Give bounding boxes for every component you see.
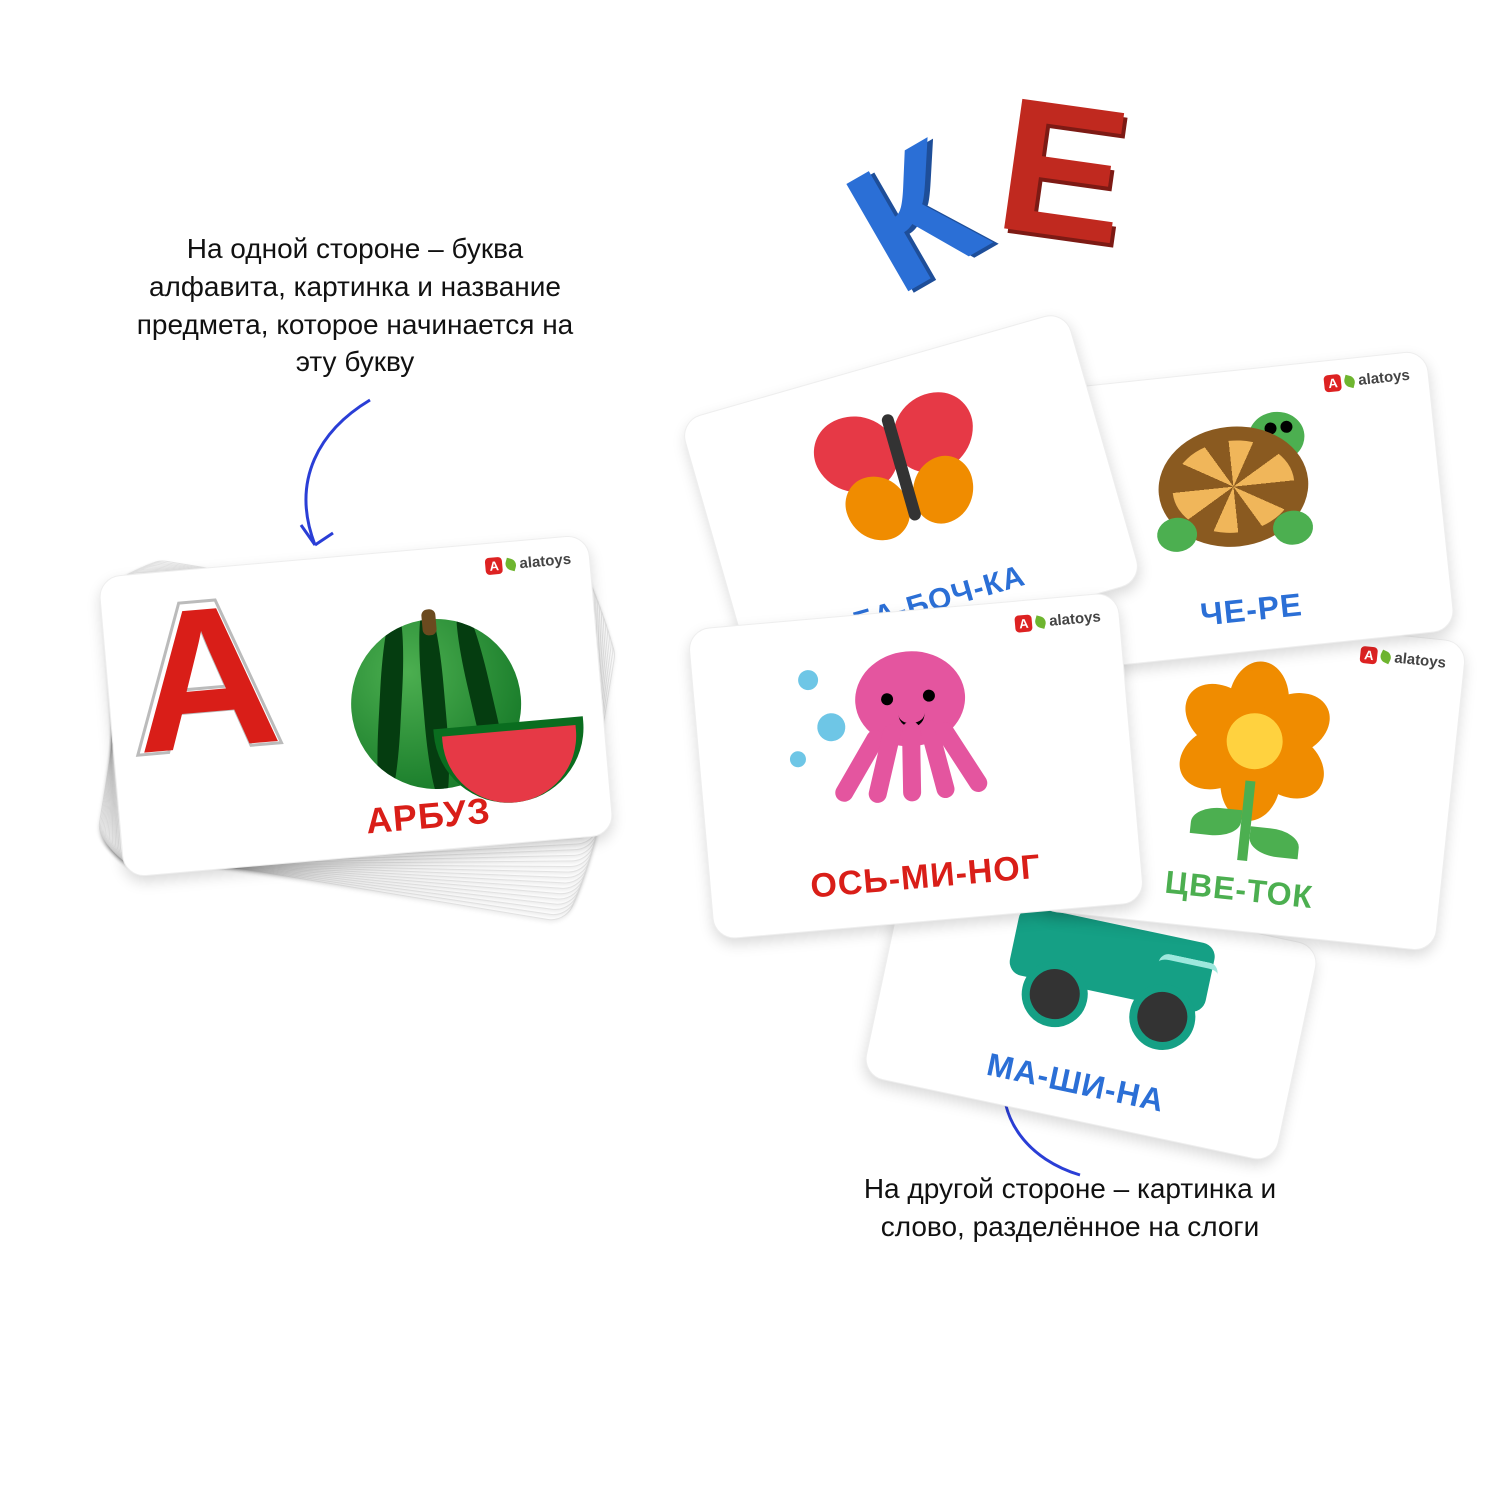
watermelon-icon [344,612,528,796]
wooden-letter-k: К [831,127,998,307]
brand-logo: A alatoys [485,551,572,575]
brand-square-icon: A [1360,646,1379,665]
brand-logo: Aalatoys [1360,646,1447,672]
brand-square-icon: A [1015,614,1033,632]
brand-name: alatoys [1048,608,1101,629]
brand-logo: Aalatoys [1015,608,1102,632]
brand-name: alatoys [1394,649,1447,671]
leaf-icon [1034,615,1047,628]
card-main-a: A alatoys А А АРБУЗ [98,534,614,878]
leaf-icon [1343,375,1356,388]
card-octopus: Aalatoys ОСЬ-МИ-НОГ [687,592,1145,940]
octopus-icon [851,647,969,751]
brand-square-icon: A [1324,374,1343,393]
word-octopus: ОСЬ-МИ-НОГ [710,839,1142,915]
infographic-stage: На одной стороне – буква алфавита, карти… [0,0,1500,1500]
brand-name: alatoys [1357,367,1410,389]
turtle-icon [1153,419,1315,554]
brand-square-icon: A [485,557,503,575]
leaf-icon [1379,650,1394,665]
leaf-icon [504,558,517,571]
wooden-letter-e: Е [990,87,1137,255]
brand-logo: Aalatoys [1324,367,1411,393]
arrow-top [260,390,400,570]
brand-name: alatoys [519,551,572,572]
caption-top: На одной стороне – буква алфавита, карти… [120,230,590,381]
letter-a: А [126,593,284,765]
word-arbuz: АРБУЗ [364,790,492,843]
